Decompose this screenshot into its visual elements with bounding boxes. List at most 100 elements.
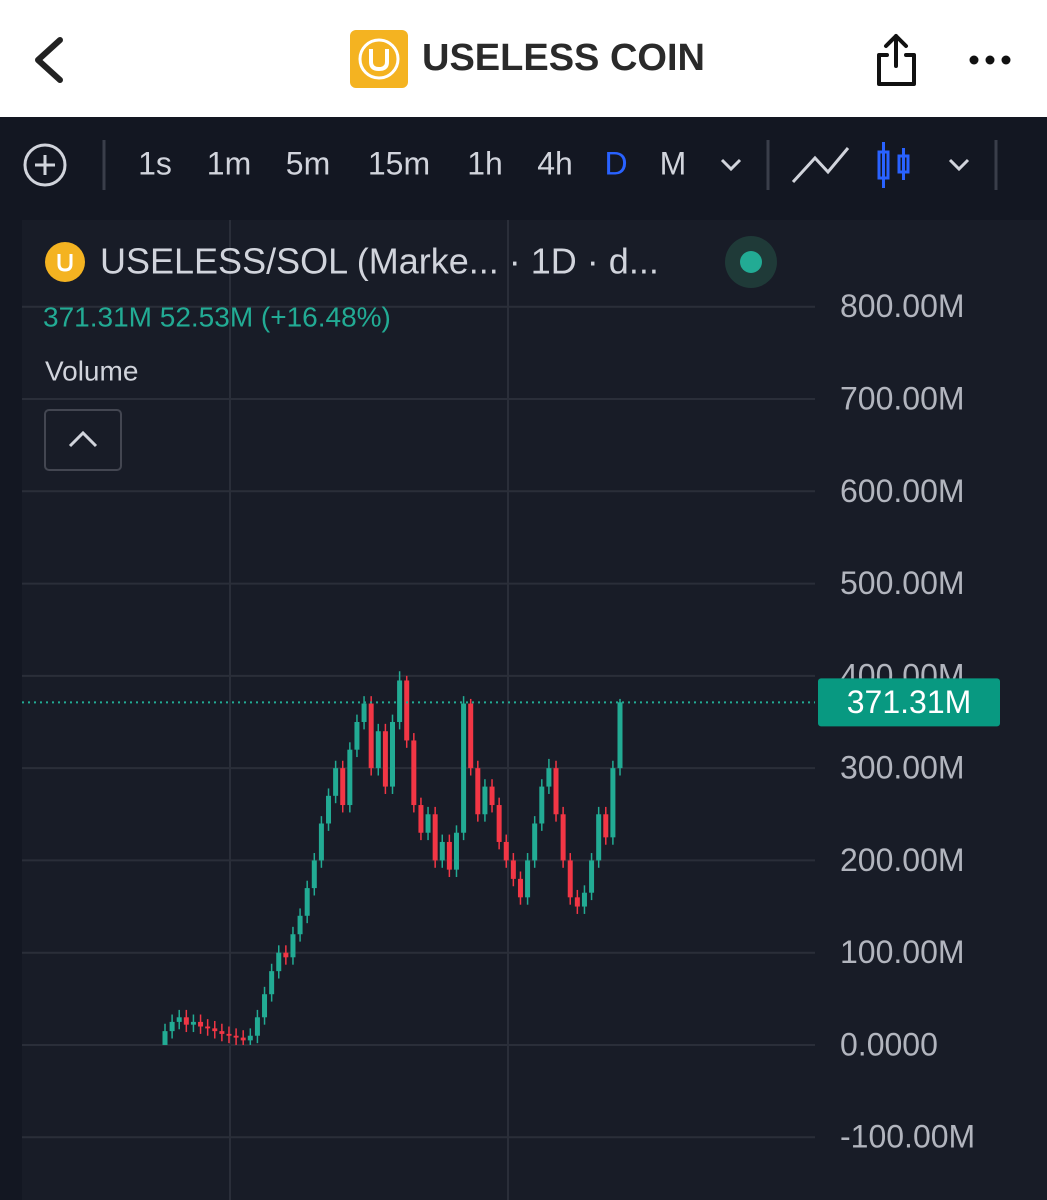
y-tick-label: 600.00M	[840, 473, 965, 509]
candle-body	[262, 994, 268, 1018]
candle-body	[318, 823, 324, 861]
coin-logo-u	[369, 49, 389, 72]
interval-dropdown[interactable]	[720, 158, 742, 172]
candle-body	[425, 814, 431, 833]
candle-body	[162, 1031, 168, 1045]
candle-body	[553, 768, 559, 815]
top-bar	[0, 0, 1047, 117]
interval-button[interactable]: 4h	[537, 145, 573, 181]
y-tick-label: -100.00M	[840, 1119, 975, 1155]
candle-body	[432, 814, 438, 861]
y-tick-label: 300.00M	[840, 750, 965, 786]
candle-body	[297, 915, 303, 935]
candle-body	[390, 721, 395, 787]
candle-body	[198, 1021, 204, 1027]
candle-body	[276, 952, 282, 972]
candle-body	[446, 841, 452, 870]
interval-button[interactable]: D	[604, 145, 627, 181]
symbol-legend: USELESS/SOL (Marke... · 1D · d...	[100, 241, 659, 282]
candle-body	[610, 768, 616, 838]
candle-body	[510, 860, 516, 879]
page-title: USELESS COIN	[422, 37, 705, 79]
collapse-button[interactable]	[44, 409, 122, 471]
candle-body	[525, 860, 531, 898]
last-price-tag	[818, 678, 1000, 727]
pair-logo	[45, 242, 85, 282]
interval-button[interactable]: 5m	[286, 145, 330, 181]
candle-body	[311, 860, 317, 889]
candle-body	[404, 680, 410, 741]
candle-body	[418, 805, 424, 833]
candle-body	[546, 768, 552, 787]
interval-button[interactable]: 1h	[467, 145, 503, 181]
candle-body	[411, 740, 417, 806]
add-button[interactable]	[23, 143, 67, 187]
style-dropdown[interactable]	[948, 158, 970, 172]
candle-body	[517, 878, 523, 898]
status-dot	[740, 251, 762, 273]
interval-button[interactable]: M	[660, 145, 687, 181]
y-tick-label: 100.00M	[840, 934, 965, 970]
price-stats: 371.31M 52.53M (+16.48%)	[43, 301, 391, 332]
candle-body	[212, 1028, 218, 1032]
more-button[interactable]	[969, 55, 1011, 65]
candle-body	[290, 934, 296, 958]
candle-body	[453, 832, 459, 870]
candle-body	[468, 703, 474, 769]
candle-body	[461, 703, 467, 833]
share-button[interactable]	[877, 34, 916, 86]
candle-body	[532, 823, 538, 861]
candle-body	[347, 749, 353, 806]
candle-body	[240, 1037, 246, 1041]
candle-body	[304, 888, 310, 916]
y-tick-label: 0.0000	[840, 1026, 938, 1062]
interval-button[interactable]: 1m	[207, 145, 251, 181]
interval-list: 1s 1m 5m 15m 1h 4h D M	[138, 145, 686, 181]
y-tick-label: 800.00M	[840, 288, 965, 324]
candle-body	[475, 768, 481, 815]
candle-body	[361, 703, 367, 722]
candle-body	[283, 952, 289, 958]
line-style-button[interactable]	[791, 147, 850, 184]
candle-body	[226, 1033, 232, 1036]
candle-body	[254, 1017, 260, 1036]
candle-body	[190, 1021, 196, 1025]
candle-body	[539, 786, 545, 824]
coin-logo	[350, 30, 408, 88]
interval-button[interactable]: 1s	[138, 145, 172, 181]
add-icon	[35, 155, 55, 175]
candle-body	[603, 814, 609, 838]
candle-body	[219, 1031, 225, 1034]
study-label: Volume	[45, 355, 138, 386]
last-price-label: 371.31M	[847, 684, 972, 720]
candle-body	[375, 731, 381, 769]
candle-body	[340, 768, 346, 806]
candle-body	[581, 892, 587, 907]
y-tick-label: 500.00M	[840, 565, 965, 601]
candle-body	[169, 1021, 175, 1032]
candle-body	[567, 860, 573, 898]
candle-body	[382, 731, 388, 787]
candle-body	[183, 1017, 189, 1025]
pair-logo-u	[57, 254, 73, 272]
candle-body	[489, 786, 495, 806]
candle-body	[503, 841, 509, 861]
y-tick-label: 700.00M	[840, 380, 965, 416]
candle-body	[269, 971, 275, 995]
candle-body	[368, 703, 374, 769]
back-button[interactable]	[35, 37, 63, 83]
candle-body	[247, 1035, 253, 1041]
chart: -100.00M0.0000100.00M200.00M300.00M400.0…	[22, 288, 1000, 1155]
candle-body	[176, 1017, 182, 1022]
y-tick-label: 200.00M	[840, 842, 965, 878]
coin-logo-ring	[358, 38, 400, 80]
candle-body	[574, 897, 580, 907]
candle-style-button[interactable]	[877, 142, 910, 188]
candle-body	[333, 768, 339, 796]
toolbar	[0, 117, 1047, 210]
candle-body	[496, 805, 502, 842]
candle-body	[439, 841, 445, 861]
candle-body	[233, 1035, 239, 1038]
candle-body	[617, 702, 623, 769]
interval-button[interactable]: 15m	[368, 145, 430, 181]
